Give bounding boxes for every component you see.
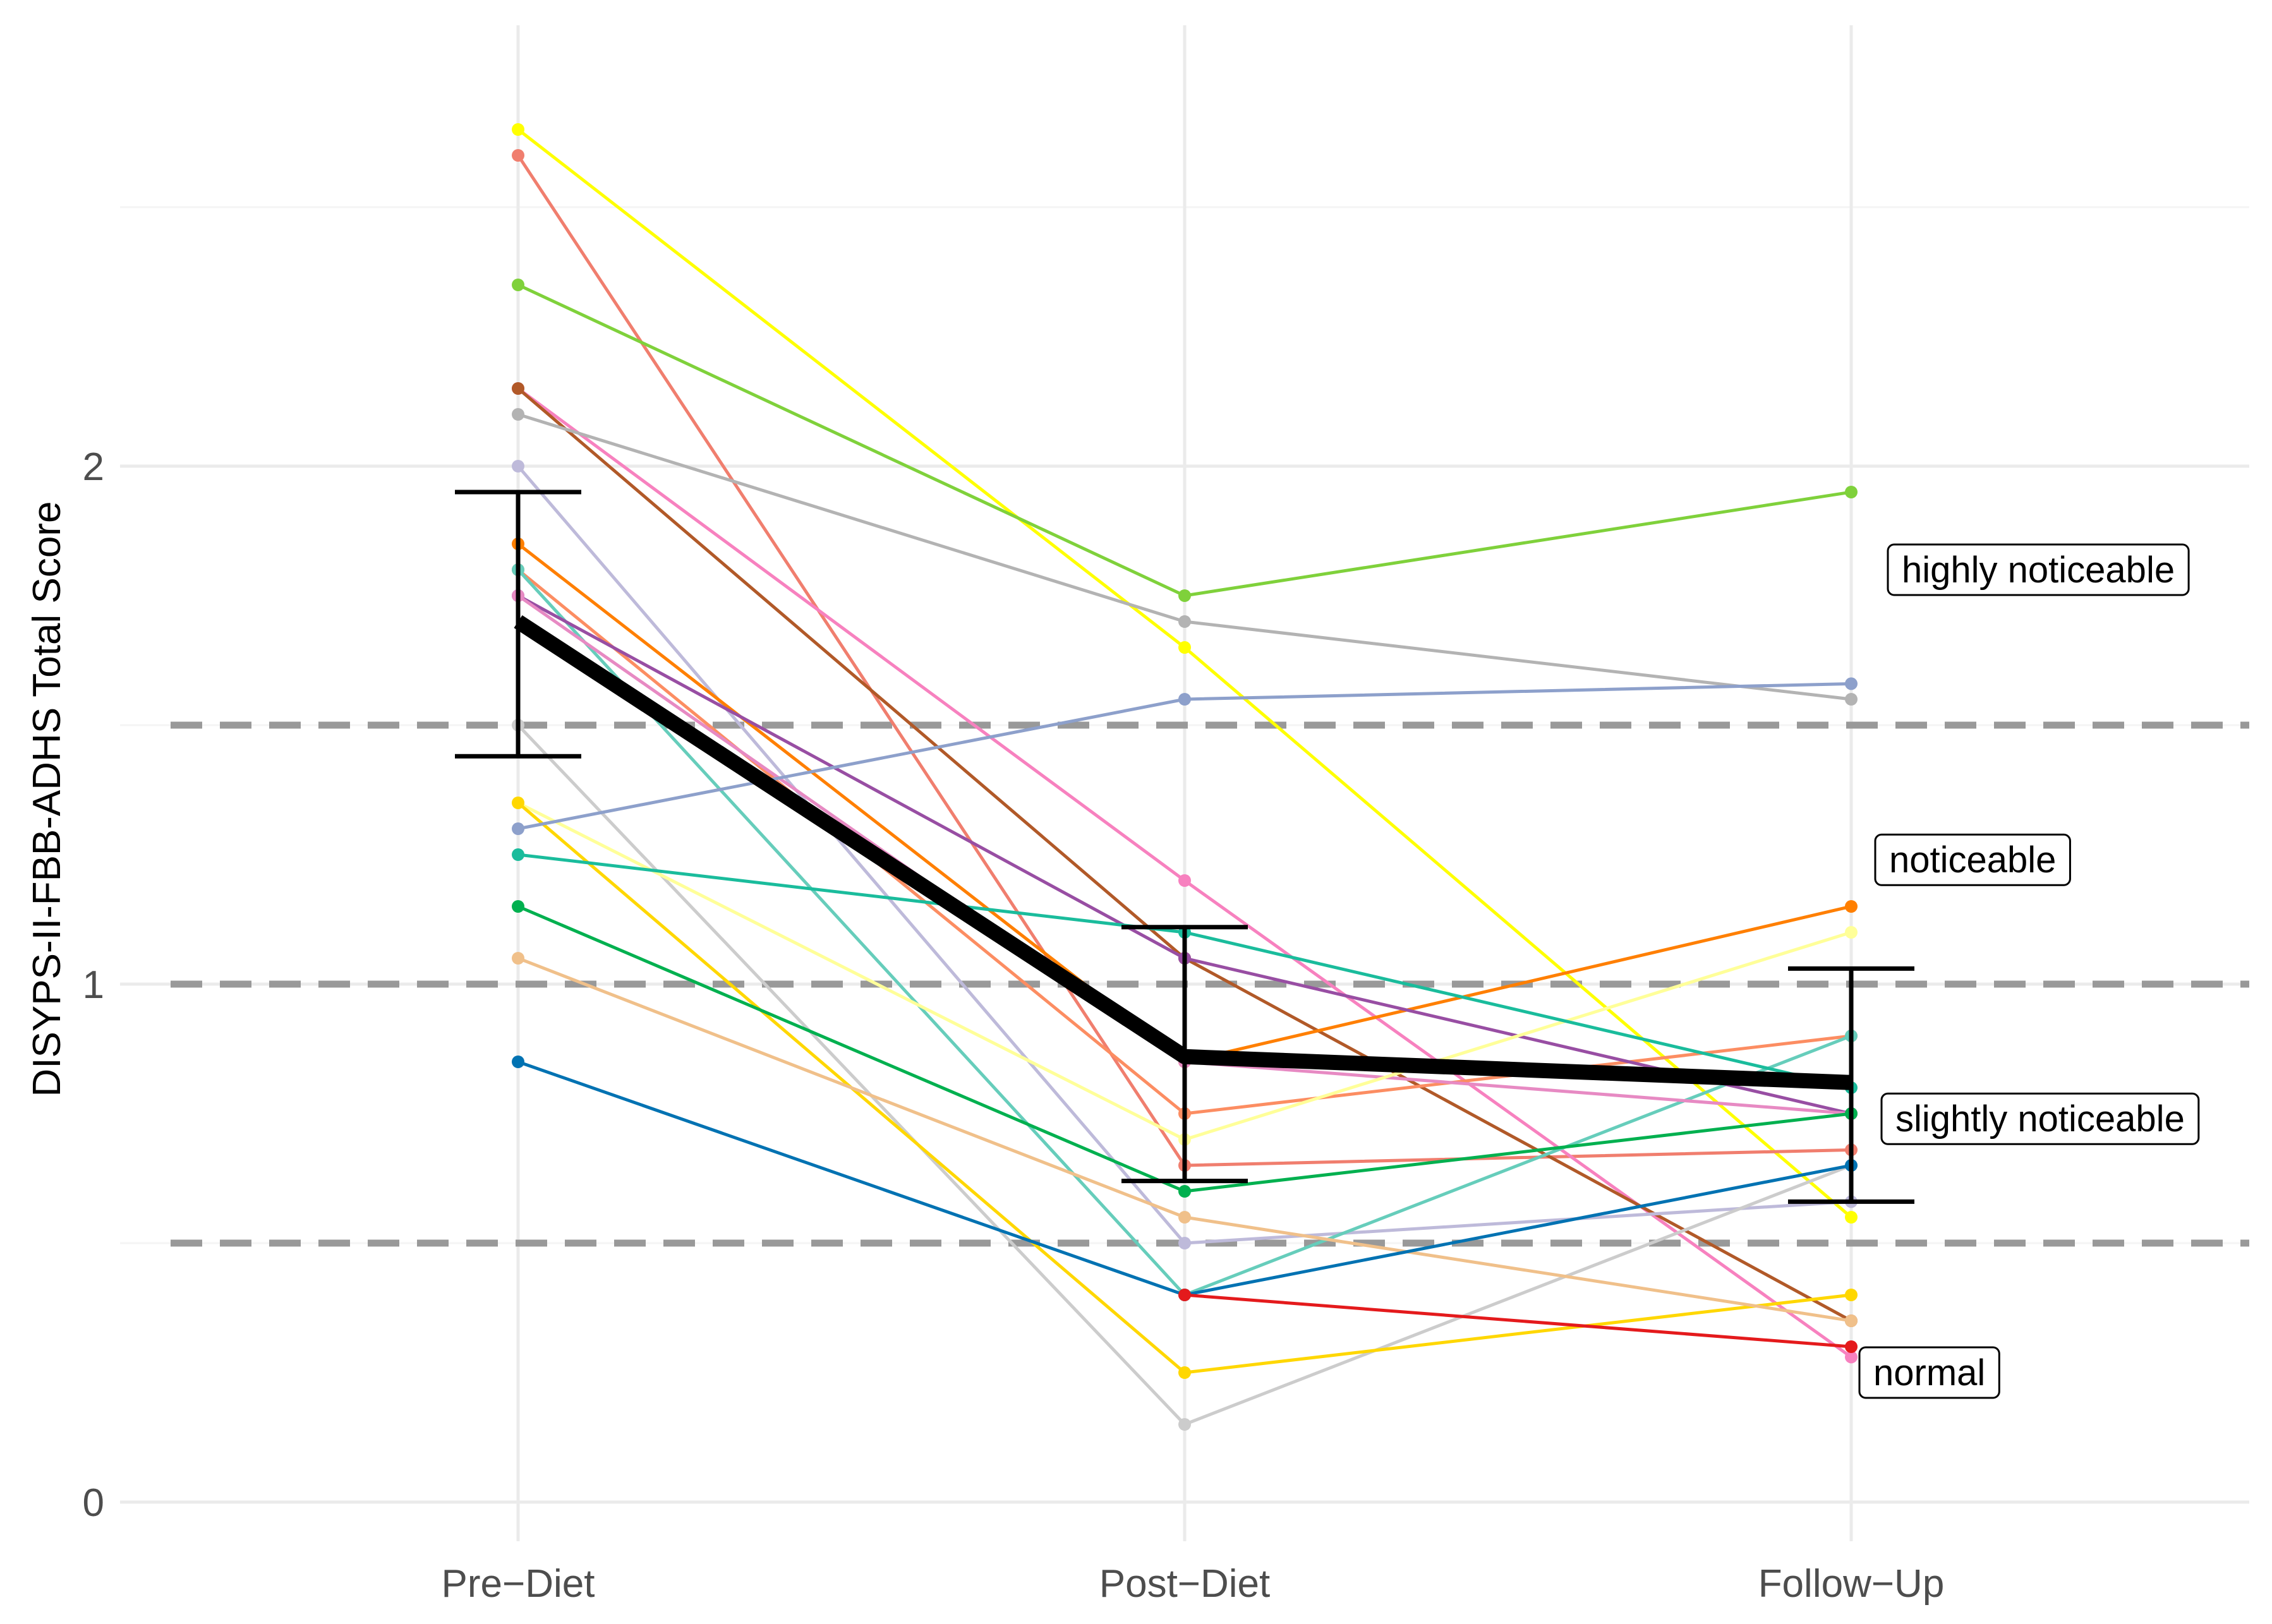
series-participant-01 <box>512 123 1858 1224</box>
band-label-box <box>1887 543 2190 596</box>
data-point <box>1845 1350 1858 1364</box>
data-point <box>1178 589 1191 602</box>
error-bar <box>1121 925 1248 1184</box>
band-label-box <box>1880 1092 2200 1145</box>
data-point <box>1178 615 1191 628</box>
data-point <box>1178 1211 1191 1224</box>
band-label: slightly noticeable <box>1880 1092 2200 1145</box>
data-point <box>1178 1366 1191 1379</box>
band-label-box <box>1874 833 2071 886</box>
band-label-text: normal <box>1873 1352 1985 1393</box>
band-label: normal <box>1858 1346 2000 1399</box>
x-tick-label: Post−Diet <box>1099 1562 1271 1606</box>
grid <box>120 25 2249 1541</box>
data-point <box>1178 1289 1191 1301</box>
series-participant-19 <box>512 952 1858 1327</box>
data-point <box>1845 677 1858 690</box>
data-point <box>1845 1340 1858 1353</box>
data-point <box>512 279 524 291</box>
series-participant-07 <box>512 460 1858 1249</box>
data-point <box>1845 1211 1858 1224</box>
series-participant-03 <box>512 279 1858 602</box>
data-point <box>512 848 524 861</box>
data-point <box>512 822 524 835</box>
data-point <box>512 900 524 913</box>
data-point <box>1845 926 1858 939</box>
data-point <box>1178 693 1191 706</box>
data-point <box>512 797 524 809</box>
x-tick-label: Follow−Up <box>1758 1562 1945 1606</box>
band-label-text: slightly noticeable <box>1895 1098 2185 1140</box>
data-point <box>512 460 524 472</box>
data-point <box>1178 1418 1191 1431</box>
series-participant-15 <box>512 797 1858 1379</box>
data-point <box>1178 641 1191 654</box>
band-label-text: noticeable <box>1889 839 2056 881</box>
y-axis-title: DISYPS-II-FBB-ADHS Total Score <box>25 502 69 1097</box>
data-point <box>512 149 524 162</box>
x-tick-label: Pre−Diet <box>442 1562 595 1606</box>
error-bar <box>455 490 581 759</box>
y-tick-label: 2 <box>83 445 104 489</box>
series-participant-06 <box>512 408 1858 706</box>
data-point <box>1845 486 1858 498</box>
series-line <box>1184 1293 1852 1349</box>
y-tick-label: 0 <box>83 1481 104 1525</box>
data-point <box>512 1056 524 1068</box>
data-point <box>1845 693 1858 706</box>
y-tick-label: 1 <box>83 963 104 1007</box>
error-bar <box>1788 966 1914 1204</box>
axes: DISYPS-II-FBB-ADHS Total Score 0 1 2 Pre−Di… <box>25 445 1944 1606</box>
band-label-box <box>1858 1346 2000 1399</box>
series-participant-16 <box>512 677 1858 835</box>
mean-series <box>455 490 1914 1204</box>
data-point <box>1845 1289 1858 1301</box>
data-point <box>512 382 524 395</box>
series-participant-21 <box>1178 1289 1858 1353</box>
data-point <box>512 123 524 136</box>
data-point <box>512 952 524 965</box>
data-point <box>1178 1185 1191 1198</box>
data-point <box>1178 1237 1191 1249</box>
band-label-text: highly noticeable <box>1902 550 2175 591</box>
data-point <box>1845 1314 1858 1327</box>
data-point <box>1845 900 1858 913</box>
band-label: highly noticeable <box>1887 543 2190 596</box>
data-point <box>1178 874 1191 887</box>
band-label: noticeable <box>1874 833 2071 886</box>
data-point <box>512 408 524 421</box>
band-labels: highly noticeable noticeable slightly noti… <box>1858 543 2200 1399</box>
